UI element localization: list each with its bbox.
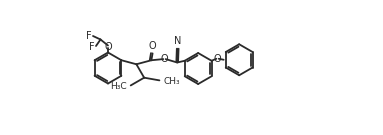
Text: O: O (161, 54, 168, 64)
Text: O: O (104, 42, 112, 52)
Text: N: N (174, 36, 182, 46)
Text: O: O (214, 54, 221, 64)
Text: CH₃: CH₃ (164, 77, 180, 86)
Text: F: F (86, 31, 92, 41)
Text: F: F (89, 42, 95, 52)
Text: H₃C: H₃C (110, 82, 127, 91)
Text: O: O (149, 41, 156, 51)
